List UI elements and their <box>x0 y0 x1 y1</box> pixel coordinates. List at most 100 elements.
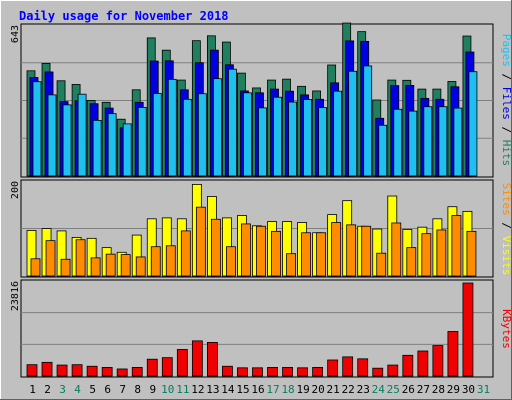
bar-kbytes-day-24 <box>372 367 384 377</box>
bar-sites-day-2 <box>45 240 56 277</box>
bar-pages-day-7 <box>122 123 132 177</box>
bar-sites-day-27 <box>421 233 432 277</box>
bar-kbytes-day-23 <box>357 358 369 377</box>
bar-pages-day-17 <box>273 96 282 177</box>
bar-kbytes-day-10 <box>161 357 173 377</box>
bar-sites-day-6 <box>105 253 116 277</box>
bar-kbytes-day-3 <box>56 364 68 377</box>
bar-kbytes-day-29 <box>447 331 459 377</box>
bar-pages-day-14 <box>228 68 237 177</box>
bar-kbytes-day-1 <box>26 364 38 377</box>
bar-pages-day-1 <box>32 81 42 177</box>
bar-pages-day-15 <box>243 92 252 177</box>
bar-kbytes-day-15 <box>237 367 248 377</box>
x-tick-label: 22 <box>342 383 355 396</box>
bar-pages-day-4 <box>77 93 87 177</box>
legend-part: Hits <box>500 140 512 167</box>
bar-sites-day-18 <box>286 253 296 277</box>
chart-title: Daily usage for November 2018 <box>19 9 229 23</box>
x-tick-label: 25 <box>387 383 400 396</box>
bar-kbytes-day-22 <box>342 356 354 377</box>
bar-sites-day-26 <box>406 247 417 277</box>
bar-pages-day-13 <box>212 78 222 177</box>
bar-sites-day-11 <box>180 230 191 277</box>
panel-visits-sites: 200 Sites / Visits <box>10 179 512 278</box>
bar-sites-day-13 <box>210 218 221 277</box>
x-tick-label: 30 <box>462 383 475 396</box>
series-kbytes <box>26 282 474 377</box>
x-tick-label: 21 <box>327 383 340 396</box>
bar-kbytes-day-13 <box>206 342 218 377</box>
x-tick-label: 4 <box>74 383 81 396</box>
bar-sites-day-23 <box>361 225 372 277</box>
bar-kbytes-day-28 <box>432 345 444 377</box>
bar-pages-day-2 <box>47 94 57 177</box>
x-tick-label: 13 <box>206 383 219 396</box>
bar-sites-day-22 <box>346 224 357 277</box>
bar-sites-day-25 <box>391 222 402 277</box>
series-pages <box>32 65 478 177</box>
x-tick-label: 1 <box>29 383 36 396</box>
bar-sites-day-9 <box>150 246 161 277</box>
legend-kbytes: KBytes <box>500 309 512 349</box>
bar-sites-day-1 <box>30 258 41 277</box>
x-tick-label: 27 <box>417 383 430 396</box>
bar-pages-day-16 <box>258 107 267 177</box>
bar-kbytes-day-2 <box>41 361 53 377</box>
bar-kbytes-day-20 <box>312 367 324 377</box>
bar-sites-day-19 <box>301 232 311 277</box>
bar-sites-day-30 <box>466 230 477 277</box>
bar-kbytes-day-21 <box>327 359 339 377</box>
bar-kbytes-day-14 <box>222 365 233 377</box>
x-tick-label: 31 <box>477 383 490 396</box>
bar-kbytes-day-26 <box>402 354 414 377</box>
bar-sites-day-15 <box>241 223 251 277</box>
bar-kbytes-day-18 <box>282 367 293 377</box>
bar-kbytes-day-9 <box>146 358 158 377</box>
bar-kbytes-day-12 <box>191 340 203 377</box>
bar-sites-day-4 <box>75 239 86 277</box>
bar-kbytes-day-16 <box>252 367 263 377</box>
x-tick-label: 19 <box>296 383 309 396</box>
x-tick-label: 10 <box>161 383 174 396</box>
bar-sites-day-12 <box>195 206 206 277</box>
bar-sites-day-7 <box>120 254 131 277</box>
bar-sites-day-5 <box>90 257 101 277</box>
legend-visits-sites: Sites / Visits <box>500 183 512 276</box>
bar-pages-day-5 <box>92 119 102 177</box>
y-tick-label: 643 <box>10 25 21 43</box>
x-tick-label: 11 <box>176 383 189 396</box>
bar-kbytes-day-25 <box>387 364 399 377</box>
series-sites <box>30 206 477 277</box>
bar-pages-day-18 <box>288 101 297 177</box>
x-axis-labels: 1 2 3 4 5 6 7 8 9 10 11 12 13 14 15 16 17 18 19 20 21 22 23 24 2… <box>29 383 490 396</box>
bar-kbytes-day-27 <box>417 350 429 377</box>
x-tick-label: 12 <box>191 383 204 396</box>
x-tick-label: 15 <box>236 383 249 396</box>
bar-kbytes-day-17 <box>267 367 278 377</box>
bar-pages-day-29 <box>453 107 463 177</box>
x-tick-label: 14 <box>221 383 235 396</box>
bar-kbytes-day-5 <box>86 365 98 377</box>
bar-pages-day-25 <box>393 108 403 177</box>
bar-kbytes-day-6 <box>101 367 113 377</box>
y-tick-label: 200 <box>10 181 21 199</box>
bar-pages-day-27 <box>423 106 433 177</box>
legend-part: / <box>500 216 512 236</box>
bar-pages-day-8 <box>137 107 147 177</box>
legend-part: / <box>500 67 512 87</box>
bar-kbytes-day-4 <box>71 364 83 377</box>
x-tick-label: 16 <box>251 383 264 396</box>
x-tick-label: 29 <box>447 383 460 396</box>
bar-pages-day-30 <box>468 71 478 177</box>
x-tick-label: 8 <box>134 383 141 396</box>
bar-sites-day-16 <box>256 225 266 277</box>
bar-sites-day-17 <box>271 230 281 277</box>
bar-pages-day-24 <box>378 124 388 177</box>
panel-frame <box>20 279 494 378</box>
bar-pages-day-11 <box>182 98 192 177</box>
x-tick-label: 23 <box>357 383 370 396</box>
legend-part: / <box>500 120 512 140</box>
bar-kbytes-day-30 <box>462 282 474 377</box>
x-tick-label: 28 <box>432 383 445 396</box>
